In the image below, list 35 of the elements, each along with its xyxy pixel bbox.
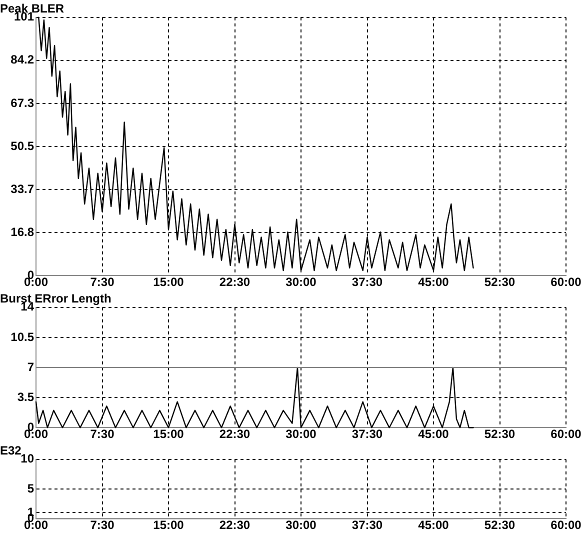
x-tick-label: 37:30 xyxy=(352,275,383,290)
x-tick-label: 7:30 xyxy=(90,427,115,442)
x-tick-label: 52:30 xyxy=(484,427,516,442)
y-tick-label: 16.8 xyxy=(10,224,34,239)
y-tick-label: 10.5 xyxy=(10,330,34,344)
x-tick-label: 52:30 xyxy=(484,518,516,532)
x-tick-label: 30:00 xyxy=(286,427,317,442)
x-tick-label: 60:00 xyxy=(550,518,582,532)
x-tick-label: 15:00 xyxy=(153,427,184,442)
x-tick-label: 60:00 xyxy=(550,427,582,442)
x-tick-label: 45:00 xyxy=(418,427,450,442)
x-tick-label: 45:00 xyxy=(418,275,450,290)
y-tick-label: 7 xyxy=(27,360,34,374)
y-tick-label: 10 xyxy=(20,452,34,466)
x-tick-label: 37:30 xyxy=(352,518,383,532)
y-tick-label: 5 xyxy=(27,481,34,496)
x-tick-label: 22:30 xyxy=(219,427,250,442)
x-tick-label: 60:00 xyxy=(550,275,582,290)
x-tick-label: 37:30 xyxy=(352,427,383,442)
x-tick-label: 22:30 xyxy=(219,518,250,532)
y-tick-label: 3.5 xyxy=(17,390,34,404)
x-tick-label: 15:00 xyxy=(153,275,184,290)
x-tick-label: 7:30 xyxy=(90,518,115,532)
y-tick-label: 84.2 xyxy=(10,52,34,67)
x-tick-label: 7:30 xyxy=(90,275,115,290)
y-tick-label: 33.7 xyxy=(10,182,34,196)
x-tick-label: 52:30 xyxy=(484,275,516,290)
x-tick-label: 30:00 xyxy=(286,518,317,532)
chart-title: E32 xyxy=(0,444,22,458)
x-tick-label: 22:30 xyxy=(219,275,250,290)
x-tick-label: 15:00 xyxy=(153,518,184,532)
y-tick-label: 67.3 xyxy=(10,96,34,110)
y-tick-label: 50.5 xyxy=(10,138,34,153)
x-tick-label: 30:00 xyxy=(286,275,317,290)
x-tick-label: 45:00 xyxy=(418,518,450,532)
